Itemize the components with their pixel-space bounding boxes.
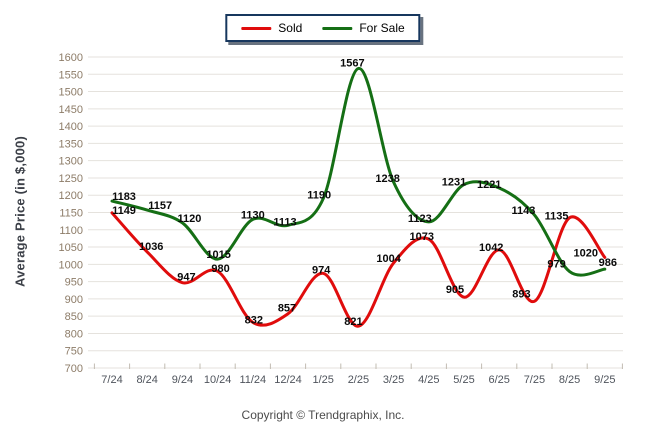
x-axis-tick-label: 8/24: [136, 374, 157, 386]
for-sale-data-label: 1130: [241, 209, 265, 221]
for-sale-data-label: 979: [547, 259, 565, 271]
legend-label-sold: Sold: [278, 21, 303, 35]
sold-data-label: 1149: [112, 205, 136, 217]
y-axis-tick-label: 1250: [59, 173, 83, 185]
sold-data-label: 893: [512, 288, 530, 300]
legend-label-for-sale: For Sale: [359, 21, 405, 35]
sold-data-label: 1020: [574, 247, 598, 259]
sold-data-label: 821: [344, 316, 362, 328]
y-axis-tick-label: 750: [65, 346, 83, 358]
x-axis-tick-label: 6/25: [488, 374, 509, 386]
sold-data-label: 1036: [139, 241, 163, 253]
y-axis-tick-label: 1050: [59, 242, 83, 254]
for-sale-data-label: 1231: [442, 177, 466, 189]
sold-data-label: 1004: [376, 253, 401, 265]
x-axis-tick-label: 10/24: [204, 374, 232, 386]
y-axis-tick-label: 1200: [59, 190, 83, 202]
x-axis-tick-label: 9/24: [172, 374, 193, 386]
y-axis-tick-label: 1300: [59, 156, 83, 168]
y-axis-tick-label: 1350: [59, 138, 83, 150]
x-axis-tick-label: 3/25: [383, 374, 404, 386]
legend-item-sold: Sold: [241, 21, 302, 35]
sold-data-label: 1135: [545, 211, 569, 223]
for-sale-line: [110, 66, 607, 277]
y-axis-tick-label: 950: [65, 277, 83, 289]
sold-data-label: 857: [278, 303, 296, 315]
for-sale-data-label: 1157: [148, 200, 172, 212]
y-axis-tick-label: 800: [65, 328, 83, 340]
x-axis-tick-label: 1/25: [312, 374, 333, 386]
for-sale-data-label: 1567: [340, 57, 364, 69]
for-sale-data-label: 986: [599, 257, 617, 269]
sold-data-label: 974: [312, 264, 331, 276]
for-sale-data-label: 1120: [177, 213, 201, 225]
x-axis-tick-label: 7/25: [524, 374, 545, 386]
y-axis-tick-label: 1100: [59, 225, 83, 237]
y-axis-tick-label: 1400: [59, 121, 83, 133]
y-axis-tick-label: 1150: [59, 208, 83, 220]
y-axis-tick-label: 900: [65, 294, 83, 306]
sold-line-swatch: [241, 26, 272, 30]
y-axis-tick-label: 850: [65, 311, 83, 323]
for-sale-data-label: 1113: [273, 216, 296, 228]
sold-data-label: 1073: [410, 231, 434, 243]
x-axis-tick-label: 11/24: [239, 374, 266, 386]
y-axis-tick-label: 700: [65, 363, 83, 375]
y-axis-tick-label: 1600: [59, 52, 83, 64]
sold-line: [110, 211, 607, 328]
for-sale-data-label: 1143: [511, 205, 535, 217]
y-axis-title: Average Price (in $,000): [12, 136, 28, 288]
for-sale-data-label: 1123: [408, 213, 432, 225]
sold-data-label: 980: [211, 263, 229, 275]
for-sale-data-label: 1183: [112, 191, 136, 203]
y-axis-tick-label: 1550: [59, 69, 83, 81]
y-axis-tick-label: 1500: [59, 87, 83, 99]
legend: Sold For Sale: [225, 14, 421, 42]
x-axis-tick-label: 4/25: [418, 374, 439, 386]
x-axis-tick-label: 5/25: [453, 374, 474, 386]
for-sale-line-swatch: [322, 26, 353, 30]
for-sale-data-label: 1221: [477, 179, 501, 191]
x-axis-tick-label: 9/25: [594, 374, 615, 386]
y-axis-tick-label: 1450: [59, 104, 83, 116]
x-axis-tick-label: 2/25: [348, 374, 369, 386]
sold-data-label: 1042: [479, 242, 503, 254]
x-axis-tick-label: 12/24: [274, 374, 302, 386]
y-axis-tick-label: 1000: [59, 259, 83, 271]
sold-data-label: 832: [245, 314, 263, 326]
for-sale-data-label: 1015: [206, 249, 230, 261]
sold-data-label: 905: [446, 284, 464, 296]
for-sale-data-label: 1238: [375, 173, 399, 185]
x-axis-tick-label: 7/24: [101, 374, 122, 386]
copyright-text: Copyright © Trendgraphix, Inc.: [241, 408, 405, 422]
sold-data-label: 947: [177, 272, 195, 284]
x-axis-tick-label: 8/25: [559, 374, 580, 386]
for-sale-data-label: 1190: [307, 190, 331, 202]
legend-item-for-sale: For Sale: [322, 21, 405, 35]
